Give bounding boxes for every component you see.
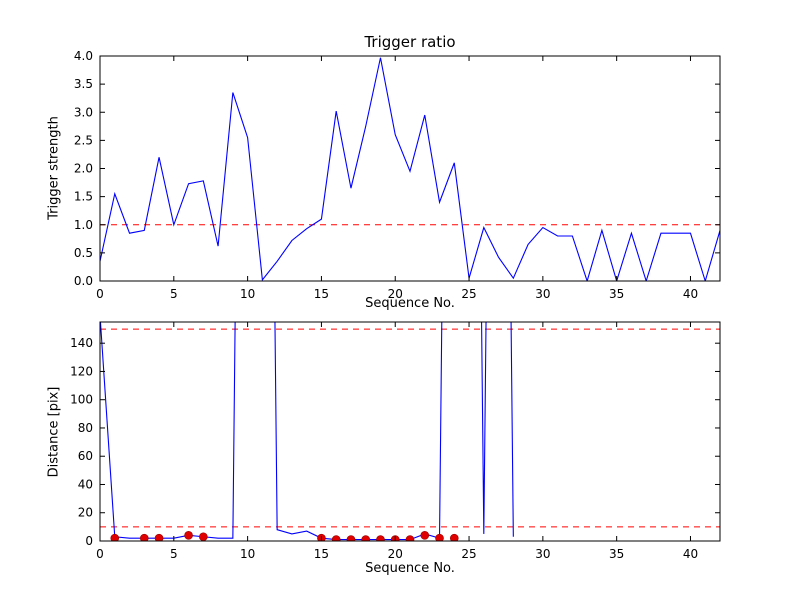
trigger-strength-line (100, 57, 720, 281)
x-tick-label: 5 (170, 287, 178, 301)
y-tick-label: 140 (70, 336, 93, 350)
triggered-points-marker (449, 533, 459, 541)
triggered-points-marker (346, 535, 356, 541)
x-tick-label: 20 (388, 287, 403, 301)
triggered-points-marker (199, 532, 208, 541)
top-chart-title: Trigger ratio (364, 33, 456, 51)
x-tick-label: 15 (314, 287, 329, 301)
y-tick-label: 80 (78, 421, 93, 435)
triggered-points-marker (420, 531, 430, 540)
y-tick-label: 120 (70, 364, 93, 378)
y-tick-label: 0.0 (74, 274, 93, 288)
y-tick-label: 20 (78, 506, 93, 520)
x-tick-label: 5 (170, 547, 178, 561)
triggered-points-marker (331, 535, 341, 541)
x-tick-label: 40 (683, 287, 698, 301)
distance-line (100, 322, 514, 541)
y-tick-label: 40 (78, 477, 93, 491)
axes-frame (99, 321, 721, 542)
triggered-points-marker (139, 533, 149, 541)
x-tick-label: 10 (240, 547, 255, 561)
y-tick-label: 1.5 (74, 190, 93, 204)
plot-area-0: 0 5 10 15 20 25 30 35 40 0.0 0.5 1.0 1.5 2.0 2.5 3.0 3.5… (74, 49, 721, 301)
triggered-points-marker (361, 535, 371, 541)
top-chart-xlabel: Sequence No. (365, 296, 455, 311)
triggered-points-marker (376, 535, 385, 541)
y-tick-label: 2.0 (74, 162, 93, 176)
x-tick-label: 25 (461, 547, 476, 561)
x-tick-label: 20 (388, 547, 403, 561)
triggered-points-marker (435, 533, 444, 541)
triggered-points-marker (184, 531, 193, 540)
y-tick-label: 60 (78, 449, 93, 463)
x-tick-label: 35 (609, 287, 624, 301)
y-tick-label: 4.0 (74, 49, 93, 63)
x-tick-label: 25 (461, 287, 476, 301)
y-tick-label: 1.0 (74, 218, 93, 232)
plot-area-1: 0 5 10 15 20 25 30 35 40 0 20 40 60 80 100 120 140 (70, 321, 721, 561)
y-tick-label: 0.5 (74, 246, 93, 260)
bottom-chart-ylabel: Distance [pix] (46, 386, 62, 478)
x-tick-label: 35 (609, 547, 624, 561)
triggered-points-marker (405, 535, 415, 541)
y-tick-label: 0 (85, 534, 93, 548)
x-tick-label: 0 (96, 287, 104, 301)
y-tick-label: 3.0 (74, 105, 93, 119)
triggered-points-marker (110, 533, 120, 541)
x-tick-label: 30 (535, 287, 550, 301)
bottom-chart-xlabel: Sequence No. (365, 561, 455, 576)
y-tick-label: 3.5 (74, 77, 93, 91)
x-tick-label: 30 (535, 547, 550, 561)
x-tick-label: 10 (240, 287, 255, 301)
y-tick-label: 2.5 (74, 133, 93, 147)
x-tick-label: 15 (314, 547, 329, 561)
top-chart-ylabel: Trigger strength (46, 116, 62, 220)
triggered-points-marker (154, 533, 164, 541)
x-tick-label: 0 (96, 547, 104, 561)
y-tick-label: 100 (70, 393, 93, 407)
x-tick-label: 40 (683, 547, 698, 561)
